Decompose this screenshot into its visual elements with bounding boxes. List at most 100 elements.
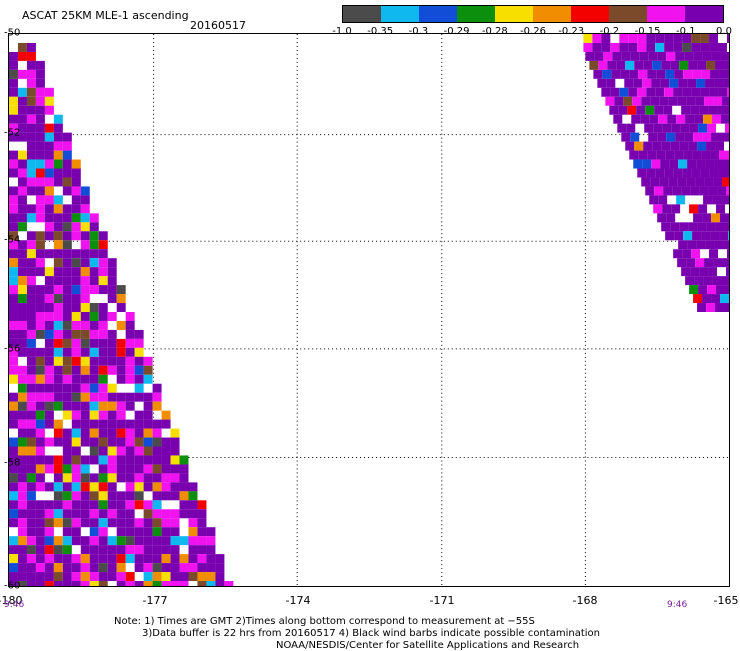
cell-right-794 <box>700 34 710 43</box>
cell-right-1034 <box>661 222 671 232</box>
cell-left-348 <box>89 383 99 393</box>
cell-left-33 <box>35 114 45 124</box>
cell-left-624 <box>170 518 180 528</box>
cell-left-305 <box>116 356 126 366</box>
cell-left-664 <box>179 536 189 546</box>
cell-left-529 <box>26 482 36 492</box>
cell-left-281 <box>26 347 36 357</box>
cell-right-848 <box>620 69 630 79</box>
cell-right-913 <box>699 105 709 115</box>
cell-left-331 <box>62 374 72 384</box>
cell-left-608 <box>26 518 36 528</box>
cell-right-966 <box>665 150 675 160</box>
cell-right-918 <box>631 114 641 124</box>
cell-left-620 <box>134 518 144 528</box>
cell-left-514 <box>71 473 81 483</box>
cell-right-888 <box>718 87 728 97</box>
cell-left-703 <box>134 554 144 564</box>
cell-right-835 <box>643 60 653 70</box>
cell-left-376 <box>62 401 72 411</box>
cell-left-138 <box>35 240 45 250</box>
time-label-right: 9:46 <box>667 600 688 610</box>
legend-tick-10: 0.0 <box>716 26 732 37</box>
cell-left-333 <box>80 374 90 384</box>
cell-left-651 <box>62 536 72 546</box>
x-label-0: -180 <box>0 594 23 607</box>
cell-right-1011 <box>690 186 700 196</box>
cell-left-580 <box>143 500 153 510</box>
cell-left-648 <box>35 536 45 546</box>
cell-left-43 <box>26 132 36 142</box>
cell-left-649 <box>44 536 54 546</box>
cell-left-523 <box>152 473 162 483</box>
cell-left-725 <box>116 563 126 573</box>
cell-left-389 <box>35 410 45 420</box>
y-label-0: -50 <box>4 27 21 39</box>
cell-left-653 <box>80 536 90 546</box>
cell-left-259 <box>80 329 90 339</box>
legend-swatch-7 <box>609 6 647 22</box>
cell-right-861 <box>597 78 607 88</box>
cell-left-238 <box>9 320 18 330</box>
cell-left-456 <box>35 446 45 456</box>
cell-left-541 <box>143 482 153 492</box>
cell-left-572 <box>71 500 81 510</box>
cell-right-1060 <box>727 249 729 259</box>
cell-right-893 <box>632 96 642 106</box>
cell-left-438 <box>44 437 54 447</box>
cell-right-922 <box>667 114 677 124</box>
x-label-5: -165 <box>713 594 739 607</box>
cell-left-19 <box>44 87 54 97</box>
cell-left-257 <box>62 329 72 339</box>
cell-left-178 <box>9 276 18 286</box>
cell-right-830 <box>598 60 608 70</box>
cell-left-564 <box>188 491 198 501</box>
cell-left-222 <box>89 303 99 312</box>
cell-left-494 <box>53 464 63 474</box>
cell-left-734 <box>206 563 216 573</box>
cell-right-984 <box>723 159 729 169</box>
cell-right-1027 <box>716 204 726 214</box>
cell-right-991 <box>691 168 701 178</box>
cell-left-364 <box>107 392 117 402</box>
cell-right-1067 <box>681 267 691 277</box>
cell-right-949 <box>711 132 721 142</box>
cell-left-255 <box>44 329 54 339</box>
cell-left-214 <box>17 303 27 312</box>
cell-right-839 <box>679 60 689 70</box>
cell-right-978 <box>669 159 679 169</box>
cell-left-429 <box>125 428 135 438</box>
cell-left-566 <box>17 500 27 510</box>
cell-right-919 <box>640 114 650 124</box>
cell-left-380 <box>98 401 108 411</box>
cell-left-326 <box>17 374 27 384</box>
cell-left-487 <box>170 455 180 465</box>
cell-left-370 <box>9 401 18 411</box>
cell-left-427 <box>107 428 117 438</box>
cell-right-1076 <box>721 276 729 286</box>
cell-left-277 <box>125 338 135 348</box>
cell-left-336 <box>116 374 126 384</box>
cell-right-998 <box>659 177 669 187</box>
cell-left-107 <box>9 213 18 223</box>
cell-left-72 <box>44 168 54 178</box>
cell-right-868 <box>669 78 679 88</box>
cell-left-527 <box>9 482 18 492</box>
cell-right-869 <box>678 78 688 88</box>
cell-right-901 <box>704 96 714 106</box>
cell-left-56 <box>35 150 45 160</box>
cell-left-662 <box>161 536 171 546</box>
cell-right-921 <box>658 114 668 124</box>
cell-left-70 <box>26 168 36 178</box>
cell-left-184 <box>71 276 81 286</box>
cell-left-688 <box>206 545 216 555</box>
cell-left-61 <box>17 159 27 169</box>
cell-right-1075 <box>712 276 722 286</box>
cell-right-833 <box>625 60 635 70</box>
cell-left-659 <box>134 536 144 546</box>
cell-right-887 <box>709 87 719 97</box>
cell-left-508 <box>9 473 18 483</box>
cell-left-190 <box>17 285 27 295</box>
cell-left-271 <box>71 338 81 348</box>
cell-left-187 <box>98 276 108 286</box>
